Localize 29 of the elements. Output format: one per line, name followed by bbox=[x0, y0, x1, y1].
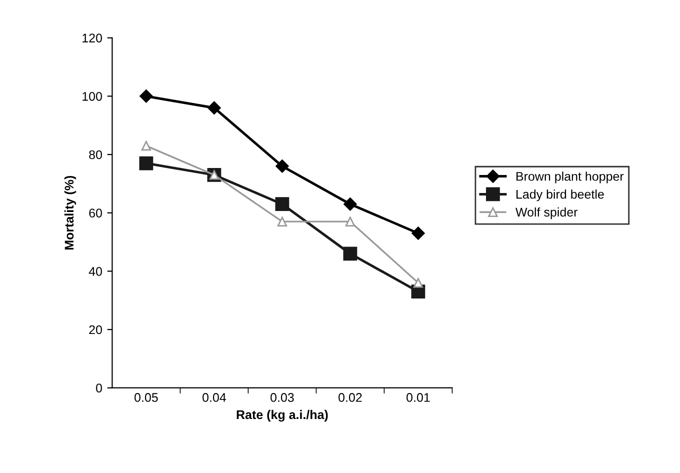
point bbox=[345, 216, 356, 226]
legend-label: Lady bird beetle bbox=[516, 190, 604, 202]
x-tick-label: 0.01 bbox=[406, 393, 430, 402]
y-tick-label: 60 bbox=[89, 208, 102, 218]
y-tick-label: 0 bbox=[96, 384, 102, 393]
y-tick-label: 40 bbox=[88, 266, 102, 276]
y-axis-title: Mortality (%) bbox=[64, 176, 76, 250]
legend-label: Wolf spider bbox=[516, 207, 578, 220]
point bbox=[277, 216, 288, 226]
x-tick-label: 0.02 bbox=[338, 393, 362, 402]
y-tick-label: 80 bbox=[89, 150, 102, 160]
x-tick-label: 0.05 bbox=[134, 393, 158, 402]
y-tick-label: 120 bbox=[82, 34, 102, 42]
point bbox=[344, 198, 357, 211]
point bbox=[276, 160, 289, 173]
legend-label: Brown plant hopper bbox=[516, 172, 624, 184]
point bbox=[275, 197, 290, 212]
y-tick-label: 100 bbox=[82, 92, 102, 101]
point bbox=[141, 140, 152, 151]
point bbox=[140, 90, 153, 103]
x-tick-label: 0.03 bbox=[270, 393, 294, 402]
y-tick-label: 20 bbox=[89, 325, 102, 334]
point bbox=[343, 246, 358, 261]
point bbox=[413, 278, 424, 288]
x-axis-title: Rate (kg a.i./ha) bbox=[236, 410, 328, 422]
point bbox=[208, 101, 221, 114]
point bbox=[412, 226, 425, 240]
point bbox=[139, 156, 154, 170]
x-tick-label: 0.04 bbox=[202, 393, 226, 402]
